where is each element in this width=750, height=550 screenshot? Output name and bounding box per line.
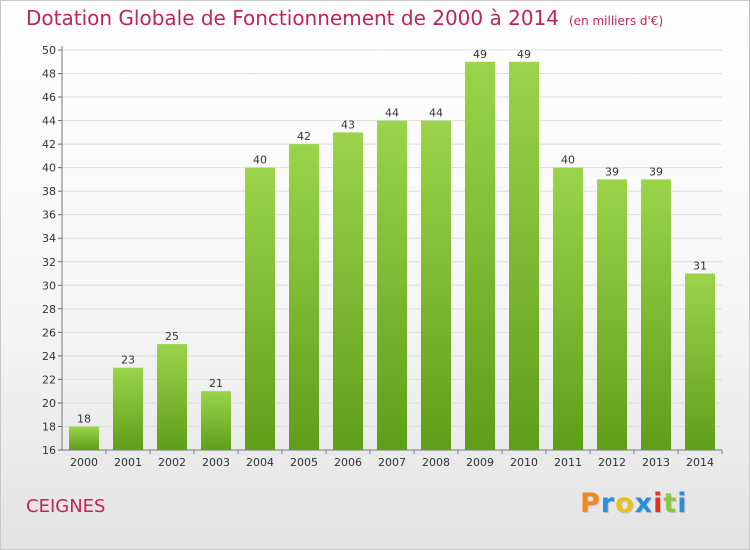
bar [289,144,319,450]
chart-title: Dotation Globale de Fonctionnement de 20… [26,6,663,30]
data-label: 40 [561,154,575,167]
y-tick-label: 40 [42,162,56,175]
data-label: 42 [297,130,311,143]
bar [685,273,715,450]
proxiti-logo: Proxiti [580,488,688,519]
x-tick-label: 2007 [378,456,406,469]
y-tick-label: 26 [42,326,56,339]
bar [69,426,99,450]
y-tick-label: 44 [42,115,56,128]
data-label: 18 [77,412,91,425]
place-name: CEIGNES [26,496,106,517]
bar [597,179,627,451]
bar [201,391,231,450]
x-tick-label: 2005 [290,456,318,469]
bar [553,167,583,450]
x-tick-label: 2004 [246,456,274,469]
data-label: 31 [693,260,707,273]
x-tick-label: 2011 [554,456,582,469]
x-tick-label: 2010 [510,456,538,469]
y-tick-label: 28 [42,303,56,316]
x-tick-label: 2001 [114,456,142,469]
y-tick-label: 36 [42,209,56,222]
y-tick-label: 24 [42,350,56,363]
y-tick-label: 34 [42,232,56,245]
x-tick-label: 2013 [642,456,670,469]
y-tick-labels: 16 18 20 22 24 26 28 30 32 34 36 38 40 42 44 46 48 50 [42,44,56,457]
data-label: 49 [517,48,531,61]
y-tick-label: 18 [42,420,56,433]
data-label: 23 [121,354,135,367]
data-labels: 18 23 25 21 40 42 43 44 44 49 49 40 39 39 31 [77,48,707,426]
bar [245,167,275,450]
logo-letter: i [653,488,664,519]
logo-letter: P [580,488,601,519]
bar [509,61,539,450]
bar [333,132,363,450]
data-label: 43 [341,118,355,131]
bars [69,61,715,451]
data-label: 39 [649,165,663,178]
y-tick-label: 22 [42,373,56,386]
x-tick-label: 2006 [334,456,362,469]
bar [157,344,187,450]
data-label: 44 [385,107,399,120]
logo-letter: r [600,488,616,519]
data-label: 40 [253,154,267,167]
data-label: 25 [165,330,179,343]
y-tick-label: 50 [42,44,56,57]
data-label: 49 [473,48,487,61]
x-tick-label: 2012 [598,456,626,469]
data-label: 21 [209,377,223,390]
x-tick-label: 2000 [70,456,98,469]
y-tick-label: 32 [42,256,56,269]
y-tick-label: 46 [42,91,56,104]
bar [421,120,451,451]
logo-letter: i [677,488,688,519]
logo-letter: t [663,488,678,519]
bar [465,61,495,450]
data-label: 44 [429,107,443,120]
x-tick-label: 2008 [422,456,450,469]
y-tick-label: 42 [42,138,56,151]
x-tick-label: 2014 [686,456,714,469]
unit-subtitle: (en milliers d'€) [569,14,664,28]
x-tick-label: 2003 [202,456,230,469]
y-tick-label: 30 [42,279,56,292]
x-tick-labels: 2000 2001 2002 2003 2004 2005 2006 2007 2008 2009… [70,456,714,469]
bar [377,120,407,451]
y-tick-label: 16 [42,444,56,457]
bar [113,367,143,450]
y-tick-label: 38 [42,185,56,198]
x-tick-label: 2002 [158,456,186,469]
y-tick-label: 48 [42,68,56,81]
y-tick-label: 20 [42,397,56,410]
title-text: Dotation Globale de Fonctionnement de 20… [26,6,559,30]
bar [641,179,671,451]
logo-letter: o [615,488,635,519]
logo-letter: x [634,488,654,519]
data-label: 39 [605,165,619,178]
x-tick-label: 2009 [466,456,494,469]
